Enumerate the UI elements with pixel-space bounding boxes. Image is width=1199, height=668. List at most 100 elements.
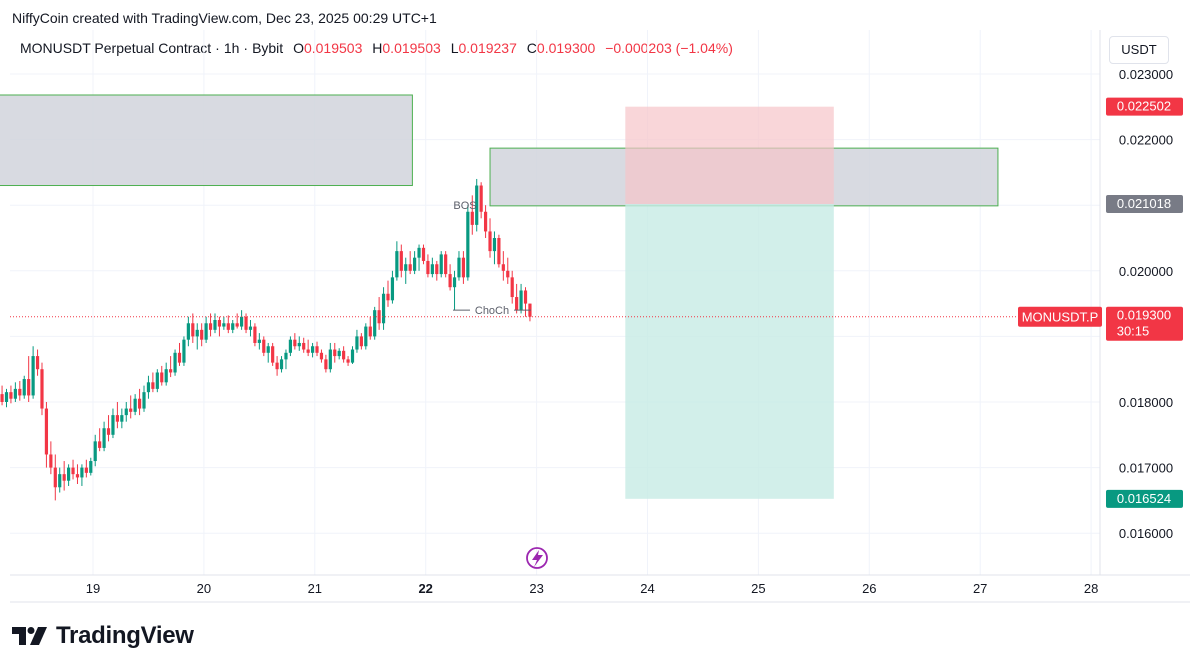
candle-body bbox=[155, 372, 159, 389]
low-value: 0.019237 bbox=[458, 40, 517, 56]
candle-body bbox=[93, 441, 97, 462]
open-value: 0.019503 bbox=[303, 40, 363, 56]
candle-body bbox=[488, 231, 492, 252]
candle-body bbox=[235, 323, 239, 327]
candle-body bbox=[106, 428, 111, 435]
candle-body bbox=[483, 211, 488, 232]
candle-body bbox=[213, 320, 217, 330]
brand-name: TradingView bbox=[56, 622, 194, 649]
candle-body bbox=[373, 310, 377, 337]
chart-caption: NiffyCoin created with TradingView.com, … bbox=[12, 10, 437, 26]
y-tick-label: 0.016000 bbox=[1119, 526, 1173, 541]
candle-body bbox=[244, 316, 248, 330]
candle-body bbox=[231, 323, 235, 330]
candle-body bbox=[58, 474, 62, 488]
candle-body bbox=[271, 346, 275, 363]
x-tick-label: 24 bbox=[640, 581, 654, 596]
candle-body bbox=[319, 352, 324, 360]
candle-body bbox=[426, 260, 430, 275]
candle-body bbox=[164, 369, 168, 383]
candle-body bbox=[523, 290, 528, 304]
candle-body bbox=[71, 467, 75, 475]
y-tick-label: 0.022000 bbox=[1119, 133, 1173, 148]
candle-body bbox=[13, 388, 17, 399]
x-tick-label: 28 bbox=[1084, 581, 1098, 596]
x-tick-label: 26 bbox=[862, 581, 876, 596]
candle-body bbox=[204, 323, 208, 340]
choch-label[interactable]: ChoCh bbox=[475, 305, 509, 317]
candle-body bbox=[475, 185, 479, 225]
candle-body bbox=[89, 461, 93, 473]
candle-body bbox=[404, 264, 408, 271]
y-tick-label: 0.023000 bbox=[1119, 67, 1173, 82]
candle-body bbox=[302, 342, 306, 350]
candle-body bbox=[350, 349, 355, 363]
candle-body bbox=[364, 326, 368, 347]
candle-body bbox=[390, 277, 395, 301]
candle-body bbox=[191, 323, 195, 337]
low-key: L bbox=[450, 40, 459, 56]
candle-body bbox=[217, 320, 222, 327]
x-tick-label: 21 bbox=[308, 581, 322, 596]
candle-body bbox=[497, 238, 501, 265]
candle-body bbox=[337, 350, 341, 357]
short-position-stop-zone[interactable] bbox=[625, 106, 834, 205]
candle-body bbox=[102, 428, 106, 448]
candle-body bbox=[368, 326, 372, 337]
price-label-target bbox=[1106, 489, 1183, 508]
price-label-stop-text: 0.022502 bbox=[1117, 99, 1171, 114]
symbol-name[interactable]: MONUSDT Perpetual Contract bbox=[20, 40, 212, 56]
candle-body bbox=[186, 323, 190, 340]
events-flash-bolt-icon bbox=[532, 550, 543, 567]
interval-label[interactable]: 1h bbox=[223, 40, 240, 56]
candle-body bbox=[98, 441, 102, 448]
candle-body bbox=[31, 356, 35, 396]
candle-body bbox=[501, 264, 505, 271]
currency-button[interactable]: USDT bbox=[1109, 36, 1169, 64]
short-position-target-zone[interactable] bbox=[625, 204, 834, 499]
candle-body bbox=[479, 185, 483, 212]
candle-body bbox=[257, 339, 261, 343]
supply-zone-left[interactable] bbox=[0, 94, 413, 187]
candle-body bbox=[177, 352, 182, 363]
candle-body bbox=[355, 336, 359, 350]
candle-body bbox=[18, 388, 22, 396]
candle-body bbox=[44, 408, 49, 455]
candle-body bbox=[173, 352, 177, 373]
candle-body bbox=[506, 270, 510, 278]
candle-body bbox=[137, 398, 142, 409]
candle-body bbox=[62, 474, 66, 481]
candle-body bbox=[439, 254, 443, 275]
y-tick-label: 0.017000 bbox=[1119, 461, 1173, 476]
symbol-price-tag bbox=[1018, 306, 1102, 327]
candle-body bbox=[306, 349, 310, 353]
candle-body bbox=[457, 257, 461, 278]
candle-body bbox=[342, 350, 346, 360]
bos-label[interactable]: BOS bbox=[453, 200, 476, 212]
candle-body bbox=[142, 392, 146, 409]
candle-body bbox=[381, 293, 386, 324]
candle-body bbox=[297, 342, 301, 347]
candle-body bbox=[315, 346, 319, 353]
events-flash-icon[interactable] bbox=[526, 547, 548, 569]
candle-body bbox=[169, 369, 173, 373]
tradingview-brand[interactable]: TradingView bbox=[12, 622, 194, 650]
price-label-entry bbox=[1106, 195, 1183, 214]
candle-body bbox=[27, 379, 31, 396]
candle-body bbox=[519, 290, 523, 311]
candle-body bbox=[328, 349, 332, 370]
close-value: 0.019300 bbox=[536, 40, 596, 56]
candle-body bbox=[470, 211, 474, 225]
candle-body bbox=[49, 454, 53, 468]
candle-body bbox=[84, 467, 88, 473]
close-key: C bbox=[526, 40, 537, 56]
candle-body bbox=[333, 349, 337, 357]
candle-body bbox=[248, 326, 253, 330]
candle-body bbox=[444, 254, 448, 275]
symbol-price-tag-text: MONUSDT.P bbox=[1022, 310, 1099, 325]
candle-body bbox=[399, 251, 403, 271]
candle-body bbox=[208, 323, 213, 330]
change-value: −0.000203 (−1.04%) bbox=[605, 40, 733, 56]
candle-body bbox=[452, 277, 457, 288]
